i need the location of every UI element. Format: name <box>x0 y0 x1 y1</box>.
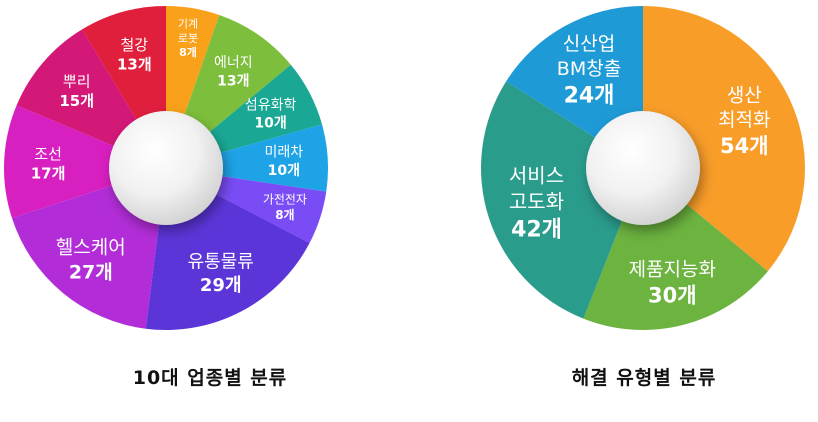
slice-label-2-2: 제품지능화 30개 <box>629 259 716 308</box>
slice-label-1-5: 가전전자 8개 <box>263 192 307 222</box>
slice-label-1-9: 뿌리 15개 <box>59 73 94 111</box>
slice-label-1-7: 헬스케어 27개 <box>56 237 126 284</box>
donut-center-1 <box>109 111 223 225</box>
slice-label-1-1: 기계 로봇 8개 <box>178 18 198 60</box>
slice-2-3 <box>481 81 643 319</box>
chart1-title: 10대 업종별 분류 <box>132 367 288 389</box>
slice-label-2-1: 생산 최적화 54개 <box>718 84 770 158</box>
slice-label-1-8: 조선 17개 <box>31 145 66 183</box>
slice-label-1-10: 철강 13개 <box>117 36 152 74</box>
chart2-title: 해결 유형별 분류 <box>571 367 717 389</box>
slice-label-2-4: 신산업 BM창출 24개 <box>557 33 621 109</box>
slice-label-1-2: 에너지 13개 <box>214 55 253 89</box>
slice-label-1-4: 미래차 10개 <box>264 145 303 179</box>
slice-2-1 <box>643 6 805 272</box>
slice-label-1-6: 유통물류 29개 <box>188 252 254 296</box>
slice-1-4 <box>166 124 328 192</box>
donut-center-2 <box>586 111 700 225</box>
slice-label-1-3: 섬유화학 10개 <box>245 97 297 131</box>
slice-label-2-3: 서비스 고도화 42개 <box>509 164 564 243</box>
slice-1-8 <box>4 105 167 219</box>
